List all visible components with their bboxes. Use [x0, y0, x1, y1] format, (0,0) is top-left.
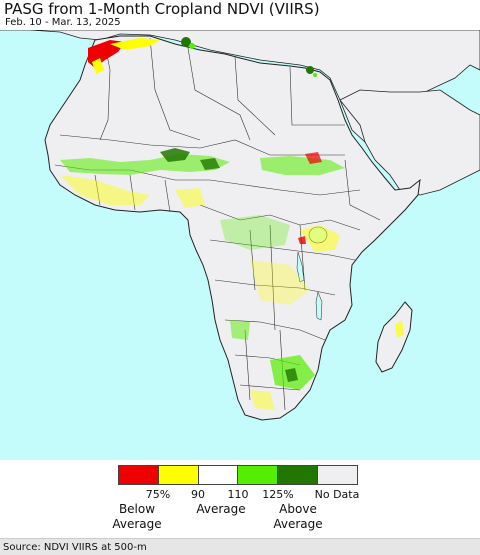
legend-tick-90: 90 — [191, 488, 205, 501]
legend-swatch-above-125 — [278, 466, 319, 484]
legend-swatch-110-125 — [238, 466, 279, 484]
land-arabia — [339, 89, 480, 196]
lake-tanganyika — [296, 251, 305, 283]
legend-tick-110: 110 — [227, 488, 249, 501]
legend-tick-125: 125% — [262, 488, 294, 501]
legend-below-average-line1: Below — [118, 502, 156, 516]
lake-malawi — [315, 291, 323, 321]
legend-tick-no-data: No Data — [314, 488, 360, 501]
legend-above-average-line2: Average — [273, 517, 323, 531]
africa-map — [0, 30, 480, 460]
legend-color-bar — [118, 465, 358, 485]
legend-swatch-no-data — [318, 466, 357, 484]
legend-tick-75: 75% — [145, 488, 171, 501]
legend-above-average-line1: Above — [279, 502, 317, 516]
source-text: Source: NDVI VIIRS at 500-m — [3, 542, 147, 553]
ndvi-patches — [60, 37, 404, 410]
legend-swatch-below-75 — [119, 466, 159, 484]
legend-swatch-75-90 — [158, 466, 199, 484]
country-borders — [54, 37, 381, 411]
legend-swatch-90-110 — [198, 466, 239, 484]
africa-map-svg — [0, 30, 480, 460]
source-footer: Source: NDVI VIIRS at 500-m — [0, 538, 480, 555]
legend-below-average-line2: Average — [112, 517, 162, 531]
land-madagascar — [375, 301, 413, 373]
map-title: PASG from 1-Month Cropland NDVI (VIIRS) — [4, 0, 320, 18]
legend-average: Average — [196, 502, 246, 516]
land-africa — [44, 35, 421, 421]
date-range: Feb. 10 - Mar. 13, 2025 — [5, 17, 121, 28]
